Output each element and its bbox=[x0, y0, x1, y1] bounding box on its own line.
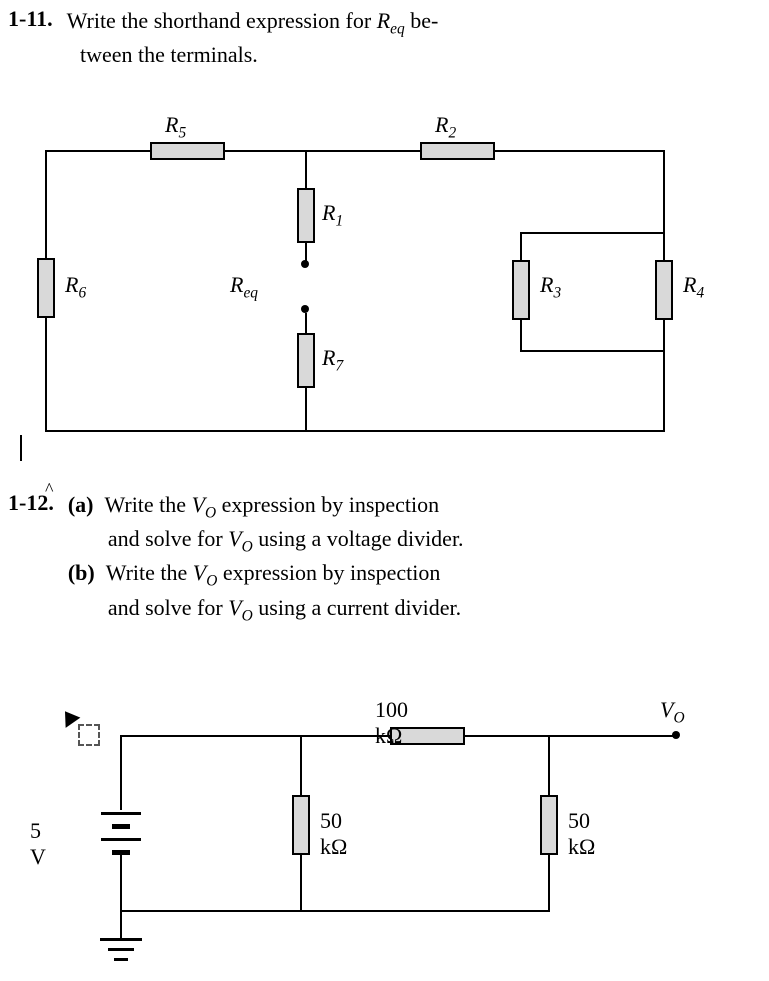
battery-long-plate-1 bbox=[101, 812, 141, 815]
req-sub2: eq bbox=[243, 284, 258, 301]
cursor-arrow-icon bbox=[58, 706, 81, 728]
req-sym2: R bbox=[230, 272, 243, 297]
wire bbox=[305, 313, 307, 333]
problem-number: 1-11. bbox=[8, 6, 53, 40]
pa-sub: O bbox=[205, 504, 216, 521]
wire bbox=[548, 855, 550, 912]
wire bbox=[520, 232, 665, 234]
label-r4: R4 bbox=[683, 272, 704, 302]
label-100k: 100 kΩ bbox=[375, 697, 408, 749]
pa-sub2: O bbox=[242, 539, 253, 556]
wire bbox=[120, 910, 550, 912]
resistor-r5 bbox=[150, 142, 225, 160]
wire bbox=[548, 735, 550, 795]
req-sym: R bbox=[377, 8, 390, 33]
resistor-r3 bbox=[512, 260, 530, 320]
cursor-rect-icon bbox=[78, 724, 100, 746]
resistor-r7 bbox=[297, 333, 315, 388]
r7-sym: R bbox=[322, 345, 335, 370]
r6-sym: R bbox=[65, 272, 78, 297]
r4-sym: R bbox=[683, 272, 696, 297]
ground-line-3 bbox=[114, 958, 128, 961]
label-r3: R3 bbox=[540, 272, 561, 302]
battery-long-plate-2 bbox=[101, 838, 141, 841]
r4-sub: 4 bbox=[696, 284, 704, 301]
problem-number-2: 1-12. ^ bbox=[8, 490, 54, 516]
wire bbox=[520, 350, 665, 352]
wire bbox=[120, 735, 122, 810]
r5-sym: R bbox=[165, 112, 178, 137]
label-vo: VO bbox=[660, 697, 685, 727]
pa-t4: using a voltage divider. bbox=[253, 526, 464, 551]
label-r6: R6 bbox=[65, 272, 86, 302]
wire bbox=[120, 855, 122, 912]
pb-t4: using a current divider. bbox=[253, 595, 461, 620]
label-source: 5 V bbox=[30, 818, 46, 870]
text-cursor-artifact bbox=[20, 435, 22, 461]
ground-line-2 bbox=[108, 948, 134, 951]
part-a-label: (a) bbox=[68, 492, 94, 517]
r6-sub: 6 bbox=[78, 284, 86, 301]
pb-sub: O bbox=[206, 573, 217, 590]
problem-1-12: 1-12. ^ (a) Write the VO expression by i… bbox=[8, 490, 758, 627]
resistor-50k-right bbox=[540, 795, 558, 855]
part-b-label: (b) bbox=[68, 560, 95, 585]
vo-sub: O bbox=[673, 709, 684, 726]
label-50k-right: 50 kΩ bbox=[568, 808, 595, 860]
terminal-bottom bbox=[301, 305, 309, 313]
r3-sub: 3 bbox=[553, 284, 561, 301]
battery-short-plate-1 bbox=[112, 824, 130, 829]
pa-sym2: V bbox=[228, 526, 241, 551]
label-r1: R1 bbox=[322, 200, 343, 230]
pb-t2: expression by inspection bbox=[217, 560, 440, 585]
r2-sym: R bbox=[435, 112, 448, 137]
pb-sub2: O bbox=[242, 607, 253, 624]
resistor-r2 bbox=[420, 142, 495, 160]
label-r7: R7 bbox=[322, 345, 343, 375]
r2-sub: 2 bbox=[448, 124, 456, 141]
label-r5: R5 bbox=[165, 112, 186, 142]
wire bbox=[45, 150, 665, 152]
pb-t3: and solve for bbox=[108, 595, 228, 620]
r3-sym: R bbox=[540, 272, 553, 297]
resistor-r6 bbox=[37, 258, 55, 318]
terminal-top bbox=[301, 260, 309, 268]
pa-t2: expression by inspection bbox=[216, 492, 439, 517]
ground-line-1 bbox=[100, 938, 142, 941]
label-r2: R2 bbox=[435, 112, 456, 142]
problem2-body: (a) Write the VO expression by inspectio… bbox=[68, 490, 728, 627]
r7-sub: 7 bbox=[335, 357, 343, 374]
pa-sym: V bbox=[192, 492, 205, 517]
resistor-r4 bbox=[655, 260, 673, 320]
problem-text: Write the shorthand expression for Req b… bbox=[67, 6, 727, 40]
label-req: Req bbox=[230, 272, 258, 302]
wire bbox=[305, 150, 307, 188]
pb-sym: V bbox=[193, 560, 206, 585]
req-sub: eq bbox=[390, 20, 405, 37]
vo-sym: V bbox=[660, 697, 673, 722]
problem-text-line2: tween the terminals. bbox=[80, 40, 758, 70]
pb-t1: Write the bbox=[106, 560, 193, 585]
vo-node bbox=[672, 731, 680, 739]
r1-sub: 1 bbox=[335, 212, 343, 229]
pa-t3: and solve for bbox=[108, 526, 228, 551]
wire bbox=[300, 855, 302, 912]
wire bbox=[120, 910, 122, 938]
wire bbox=[45, 430, 665, 432]
pa-t1: Write the bbox=[104, 492, 191, 517]
text-span: Write the shorthand expression for bbox=[67, 8, 377, 33]
wire bbox=[300, 735, 302, 795]
r1-sym: R bbox=[322, 200, 335, 225]
hat-accent: ^ bbox=[45, 479, 53, 500]
wire bbox=[305, 388, 307, 432]
text-span-end: be- bbox=[405, 8, 439, 33]
resistor-r1 bbox=[297, 188, 315, 243]
pb-sym2: V bbox=[228, 595, 241, 620]
r5-sub: 5 bbox=[178, 124, 186, 141]
label-50k-left: 50 kΩ bbox=[320, 808, 347, 860]
resistor-50k-left bbox=[292, 795, 310, 855]
problem-1-11: 1-11. Write the shorthand expression for… bbox=[8, 6, 758, 70]
